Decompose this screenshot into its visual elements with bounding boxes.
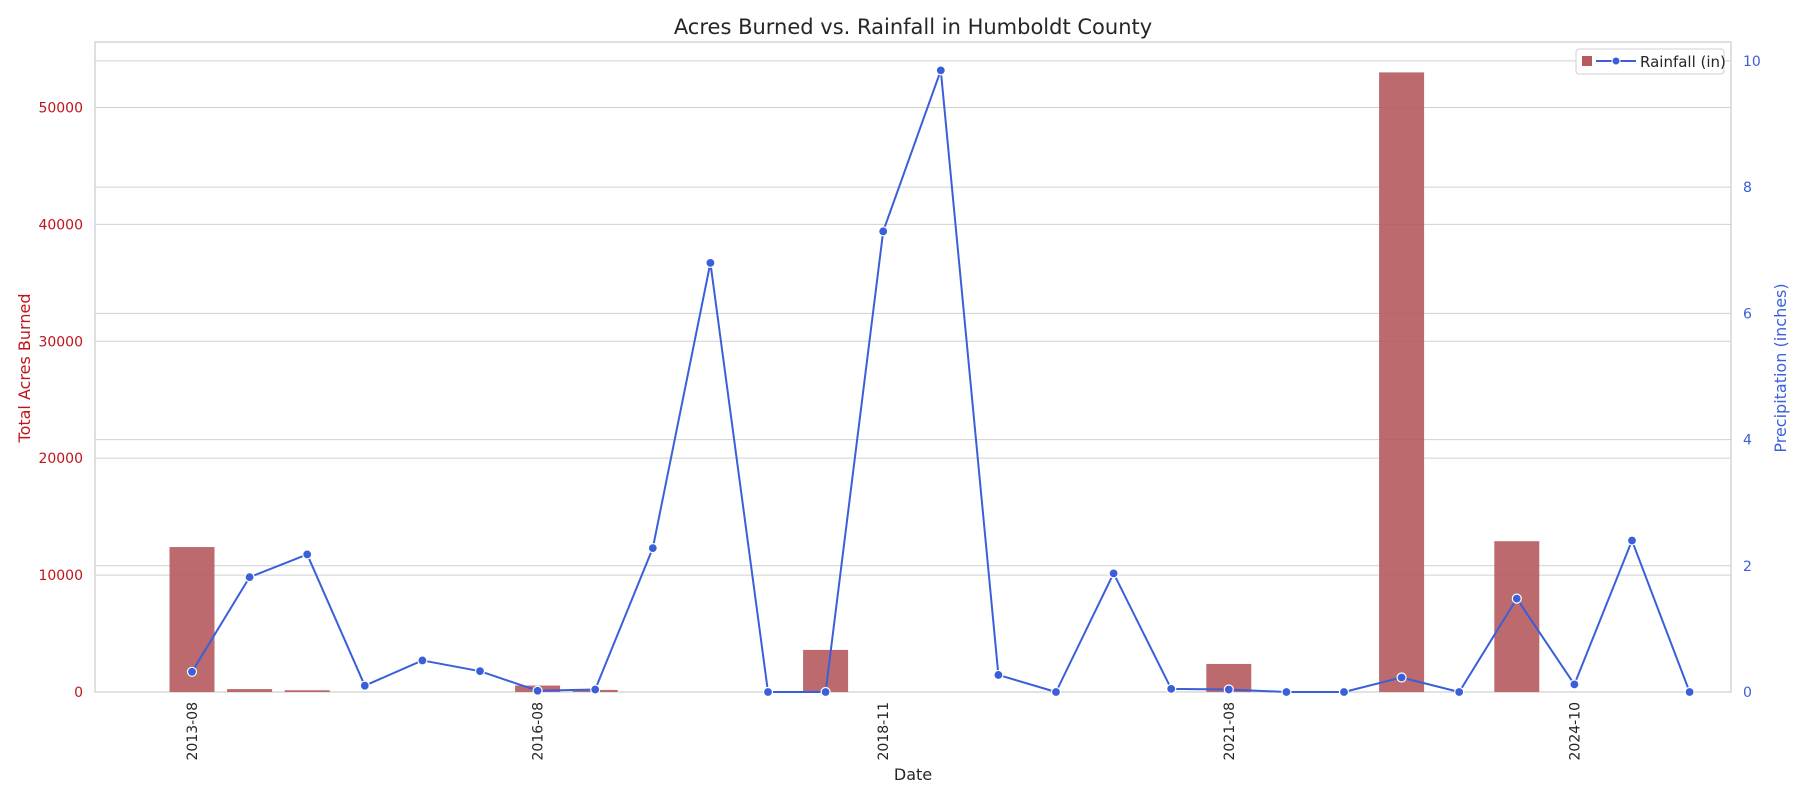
y-right-tick-label: 2 [1743,559,1752,575]
point-rainfall [359,680,370,691]
y-left-tick-label: 10000 [38,568,83,584]
point-rainfall [186,666,198,677]
point-rainfall [1108,568,1119,579]
point-rainfall [417,655,428,666]
point-rainfall [302,549,313,560]
point-rainfall [1338,686,1350,698]
bar-acres-burned [1494,541,1540,692]
point-rainfall [1454,686,1465,698]
plot-frame [94,41,1732,693]
legend: Rainfall (in) [1575,48,1726,75]
point-rainfall [474,666,486,677]
x-tick-label: 2021-08 [1222,702,1238,761]
point-rainfall [820,686,831,698]
bar-acres-burned [1379,72,1425,692]
point-rainfall [647,543,658,554]
point-rainfall [878,226,889,237]
legend-label-rainfall: Rainfall (in) [1640,53,1726,71]
y-left-tick-label: 30000 [38,334,83,350]
point-rainfall [1511,593,1522,604]
point-rainfall [1050,686,1062,698]
bar-acres-burned [227,689,273,692]
line-layer [186,65,1695,698]
x-tick-label: 2018-11 [876,702,892,761]
point-rainfall [935,65,946,76]
point-rainfall [1166,683,1177,694]
point-rainfall [1281,686,1292,698]
legend-swatch-acres [1582,56,1592,66]
x-tick-label: 2013-08 [185,702,201,761]
point-rainfall [705,257,716,268]
y-left-tick-label: 50000 [38,100,83,116]
series-line-rainfall [191,69,1691,693]
chart-title: Acres Burned vs. Rainfall in Humboldt Co… [674,15,1152,39]
x-axis-label: Date [894,765,932,784]
point-rainfall [1569,679,1580,690]
y-left-tick-label: 20000 [38,451,83,467]
bar-layer [169,72,1540,692]
point-rainfall [244,572,255,583]
axis-layer: 0 10000 20000 30000 40000 50000 0 2 4 6 8 10 2013-08… [38,54,1760,761]
y-left-tick-label: 0 [74,685,83,701]
x-tick-label: 2016-08 [531,702,547,761]
y-axis-right-label: Precipitation (inches) [1771,283,1790,452]
point-rainfall [1396,672,1407,683]
x-tick-label: 2024-10 [1567,702,1583,761]
point-rainfall [1684,686,1695,698]
point-rainfall [762,686,774,698]
point-rainfall [1223,684,1234,695]
point-rainfall [993,669,1004,681]
y-right-tick-label: 6 [1743,306,1752,322]
point-rainfall [590,684,601,695]
point-rainfall [1626,535,1638,546]
point-rainfall [532,685,543,696]
legend-marker-rainfall [1611,56,1621,66]
y-right-tick-label: 4 [1743,433,1752,449]
grid-layer [94,41,1732,693]
y-right-tick-label: 8 [1743,180,1752,196]
bar-acres-burned [284,690,330,692]
y-right-tick-label: 0 [1743,685,1752,701]
legend-box [1575,48,1725,75]
y-left-tick-label: 40000 [38,217,83,233]
y-right-tick-label: 10 [1743,54,1761,70]
y-axis-left-label: Total Acres Burned [15,294,34,444]
